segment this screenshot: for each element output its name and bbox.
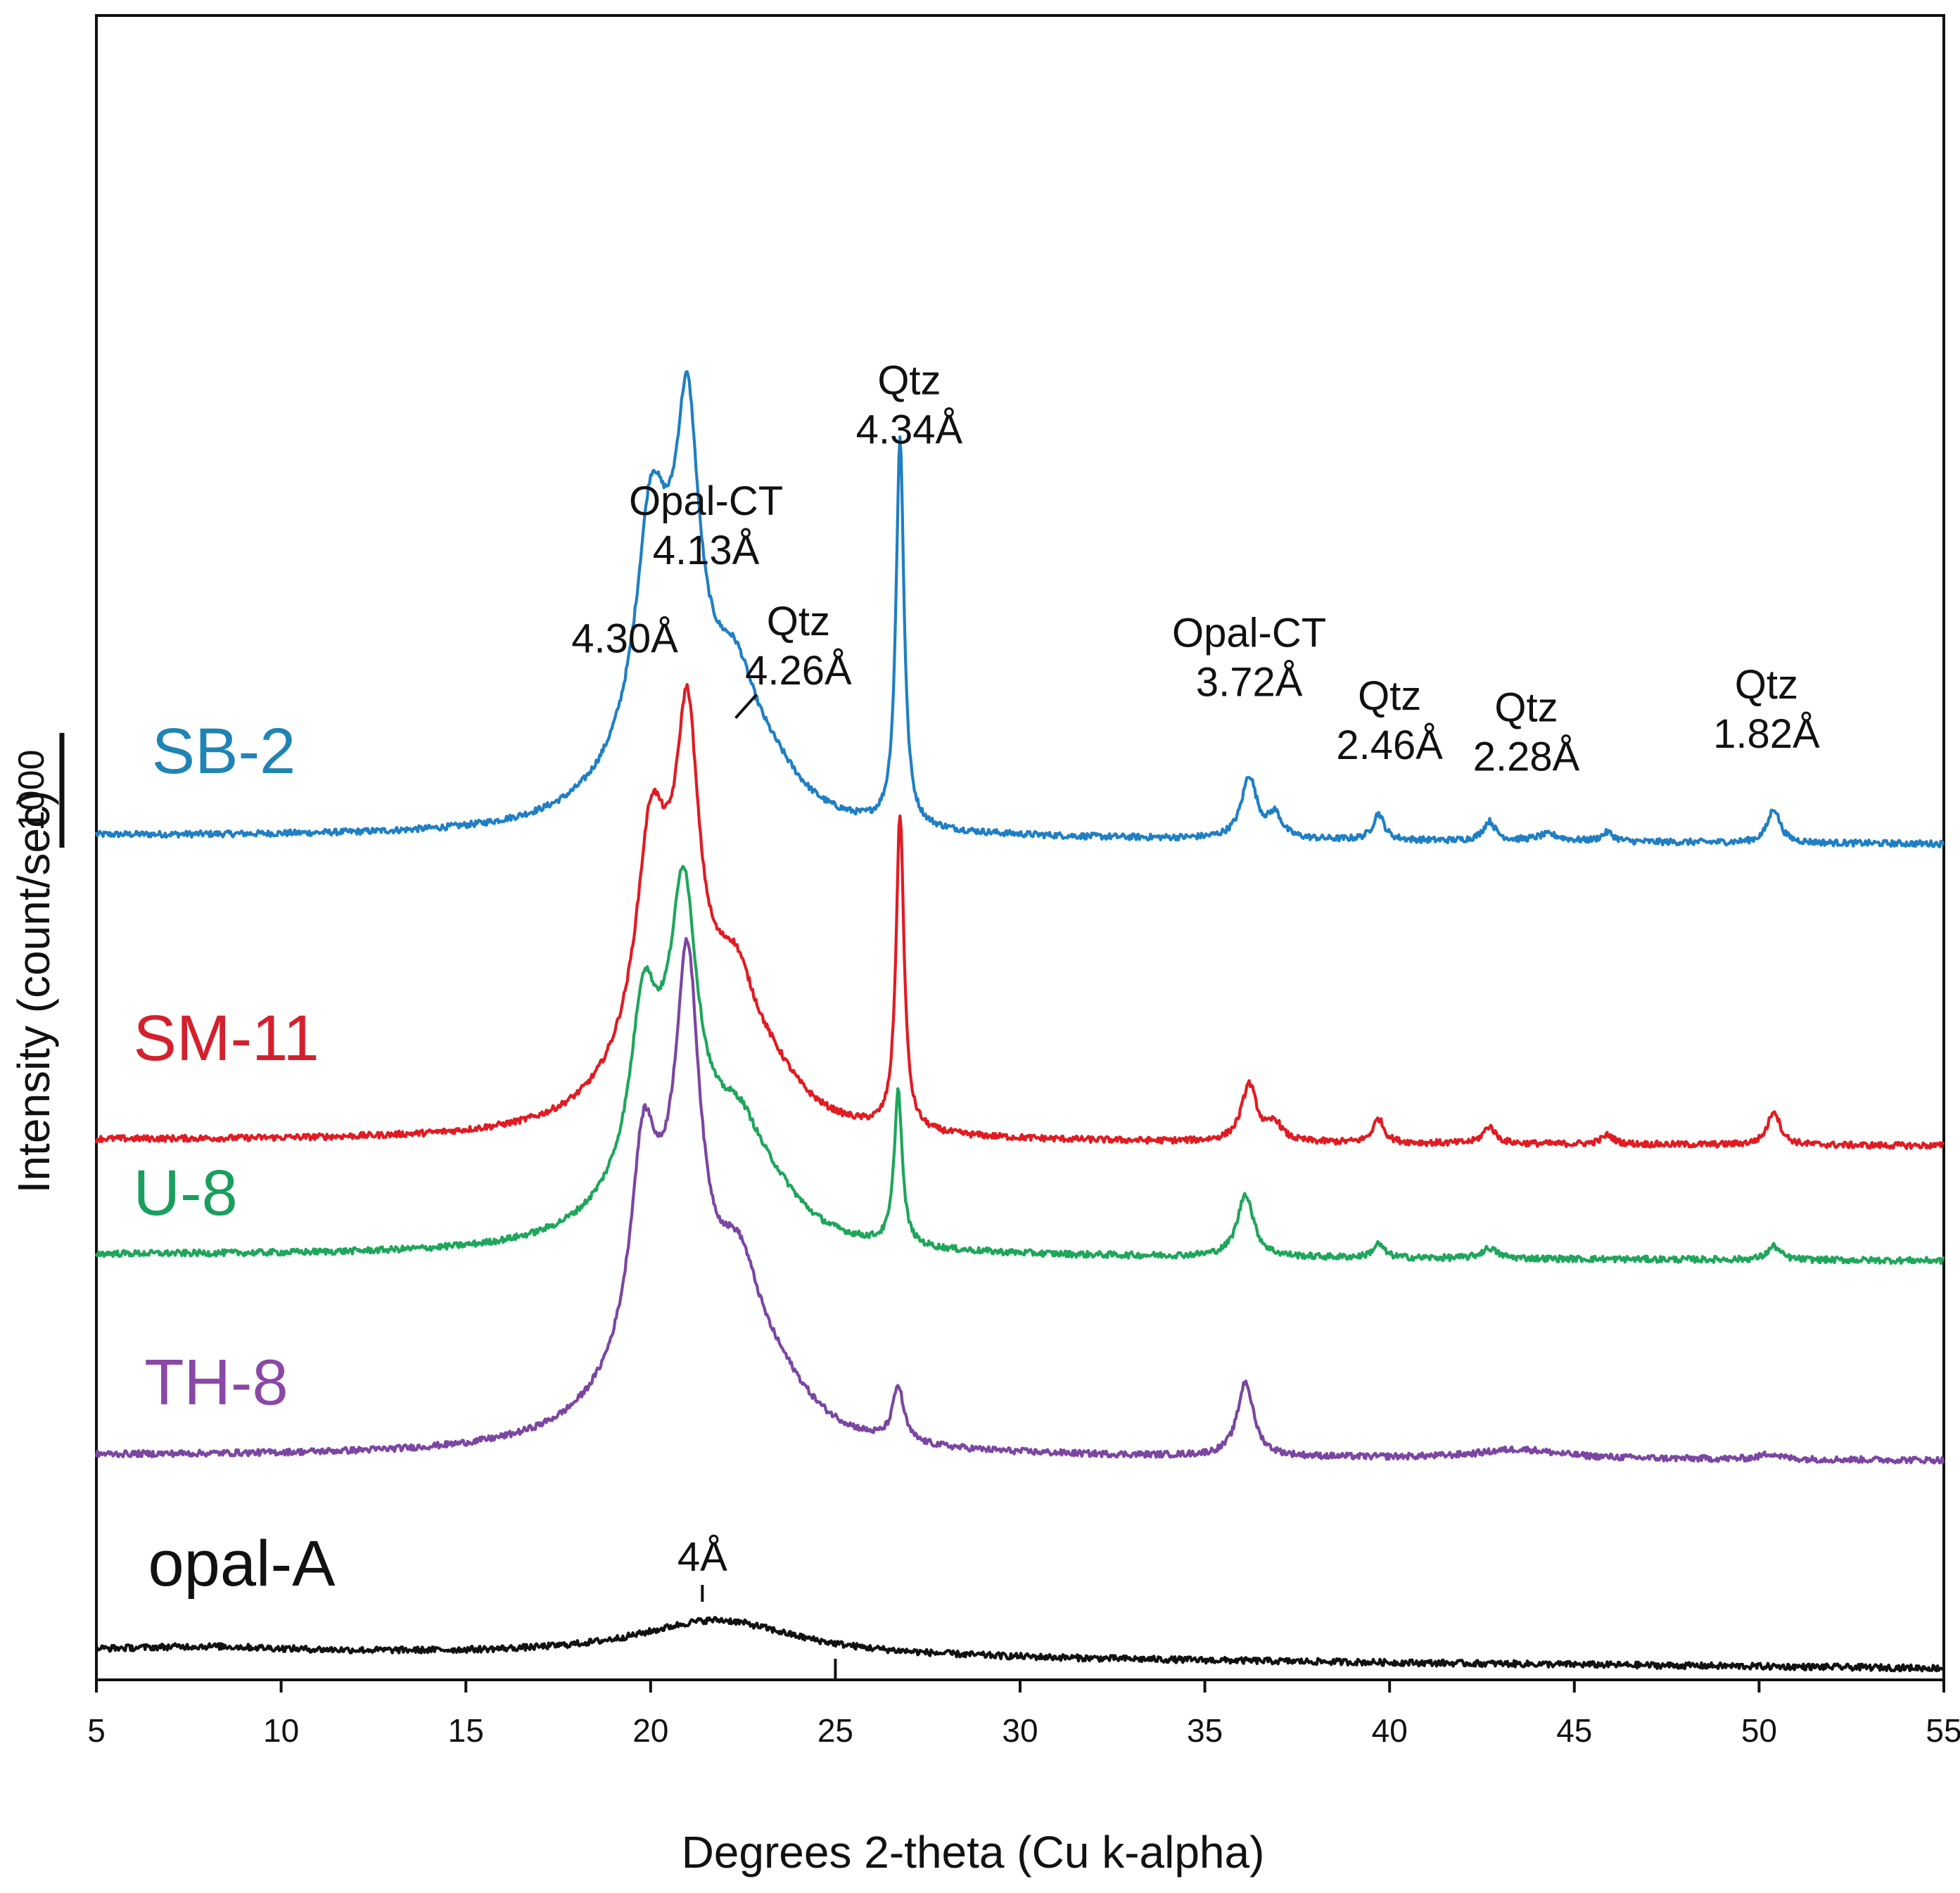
annotation-qtz-426-line-2: 4.26Å	[745, 648, 852, 694]
trace-opal-a	[94, 1616, 1945, 1673]
annotation-opal-ct-413-line-1: Opal-CT	[629, 478, 783, 524]
annotation-qtz-246-line-1: Qtz	[1358, 673, 1421, 719]
trace-sm-11	[94, 682, 1945, 1150]
label-th-8: TH-8	[144, 1346, 288, 1418]
x-tick-label-25: 25	[817, 1712, 853, 1749]
x-tick-label-20: 20	[632, 1712, 668, 1749]
x-tick-label-55: 55	[1926, 1712, 1960, 1749]
x-axis-title: Degrees 2-theta (Cu k-alpha)	[682, 1827, 1265, 1878]
intensity-scale-bar: 1000	[11, 732, 65, 848]
annotation-qtz-426-line-1: Qtz	[767, 599, 830, 644]
label-sm-11: SM-11	[134, 1002, 319, 1074]
x-tick-label-5: 5	[87, 1712, 106, 1749]
annotation-opal-ct-413-line-2: 4.13Å	[653, 528, 760, 573]
trace-th-8	[94, 937, 1945, 1465]
sample-labels: SB-2 SM-11 U-8 TH-8 opal-A	[134, 715, 336, 1600]
annotation-qtz-228-line-1: Qtz	[1494, 685, 1558, 731]
annotation-opal-ct-372-line-1: Opal-CT	[1172, 610, 1326, 656]
x-tick-label-30: 30	[1002, 1712, 1038, 1749]
x-tick-label-50: 50	[1741, 1712, 1777, 1749]
scale-bar-label: 1000	[11, 750, 52, 831]
label-u-8: U-8	[134, 1157, 238, 1229]
annotation-qtz-434-line-1: Qtz	[877, 357, 941, 403]
plot-frame	[95, 14, 1945, 1681]
label-sb-2: SB-2	[152, 715, 296, 787]
x-tick-label-40: 40	[1372, 1712, 1408, 1749]
annotation-qtz-426-leader	[734, 693, 758, 719]
annotation-opal-a-4-line-1: 4Å	[677, 1534, 727, 1580]
annotation-opal-ct-430-line-1: 4.30Å	[571, 616, 678, 662]
trace-layer	[94, 370, 1945, 1673]
trace-sb-2	[94, 370, 1945, 848]
x-axis-tick-labels: 5 10 15 20 25 30 35 40 45 50 55	[87, 1712, 1960, 1749]
x-tick-label-10: 10	[263, 1712, 299, 1749]
x-tick-label-45: 45	[1556, 1712, 1592, 1749]
annotation-qtz-228-line-2: 2.28Å	[1473, 734, 1580, 780]
x-tick-label-35: 35	[1187, 1712, 1223, 1749]
annotation-qtz-182-line-2: 1.82Å	[1713, 711, 1820, 757]
annotation-opal-ct-372-line-2: 3.72Å	[1196, 659, 1303, 705]
trace-u-8	[94, 865, 1945, 1266]
annotation-qtz-246-line-2: 2.46Å	[1336, 722, 1443, 768]
annotation-qtz-434-line-2: 4.34Å	[856, 407, 963, 452]
annotation-qtz-182-line-1: Qtz	[1735, 662, 1798, 708]
y-axis-title: Intensity (count/sec)	[8, 791, 59, 1194]
label-opal-a: opal-A	[148, 1528, 336, 1600]
x-axis-ticks	[95, 1659, 1945, 1693]
x-tick-label-15: 15	[448, 1712, 484, 1749]
peak-annotations: Opal-CT4.13Å4.30ÅQtz4.34ÅQtz4.26ÅOpal-CT…	[571, 357, 1820, 1602]
